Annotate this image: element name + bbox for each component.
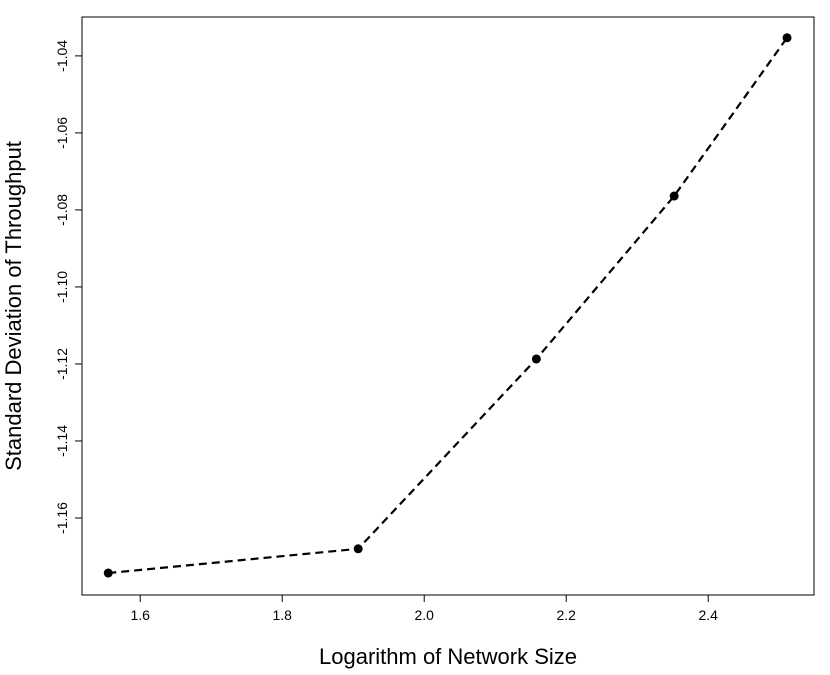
y-tick-label: -1.14 [54, 425, 70, 457]
x-tick-label: 2.2 [556, 607, 576, 623]
data-point [103, 568, 113, 578]
data-point [669, 191, 679, 201]
y-tick-label: -1.12 [54, 348, 70, 380]
y-tick-label: -1.08 [54, 194, 70, 226]
y-tick-label: -1.06 [54, 117, 70, 149]
data-point [353, 544, 363, 554]
x-axis-title: Logarithm of Network Size [319, 644, 577, 669]
x-tick-label: 2.0 [414, 607, 434, 623]
x-tick-label: 2.4 [698, 607, 718, 623]
plot-frame [81, 16, 815, 596]
x-tick-label: 1.8 [272, 607, 292, 623]
data-line [108, 37, 788, 575]
x-tick-label: 1.6 [130, 607, 150, 623]
y-tick-label: -1.16 [54, 502, 70, 534]
data-point [782, 33, 792, 43]
data-point [531, 354, 541, 364]
y-tick-label: -1.10 [54, 271, 70, 303]
y-axis-title: Standard Deviation of Throughput [1, 141, 26, 471]
y-tick-label: -1.04 [54, 40, 70, 72]
